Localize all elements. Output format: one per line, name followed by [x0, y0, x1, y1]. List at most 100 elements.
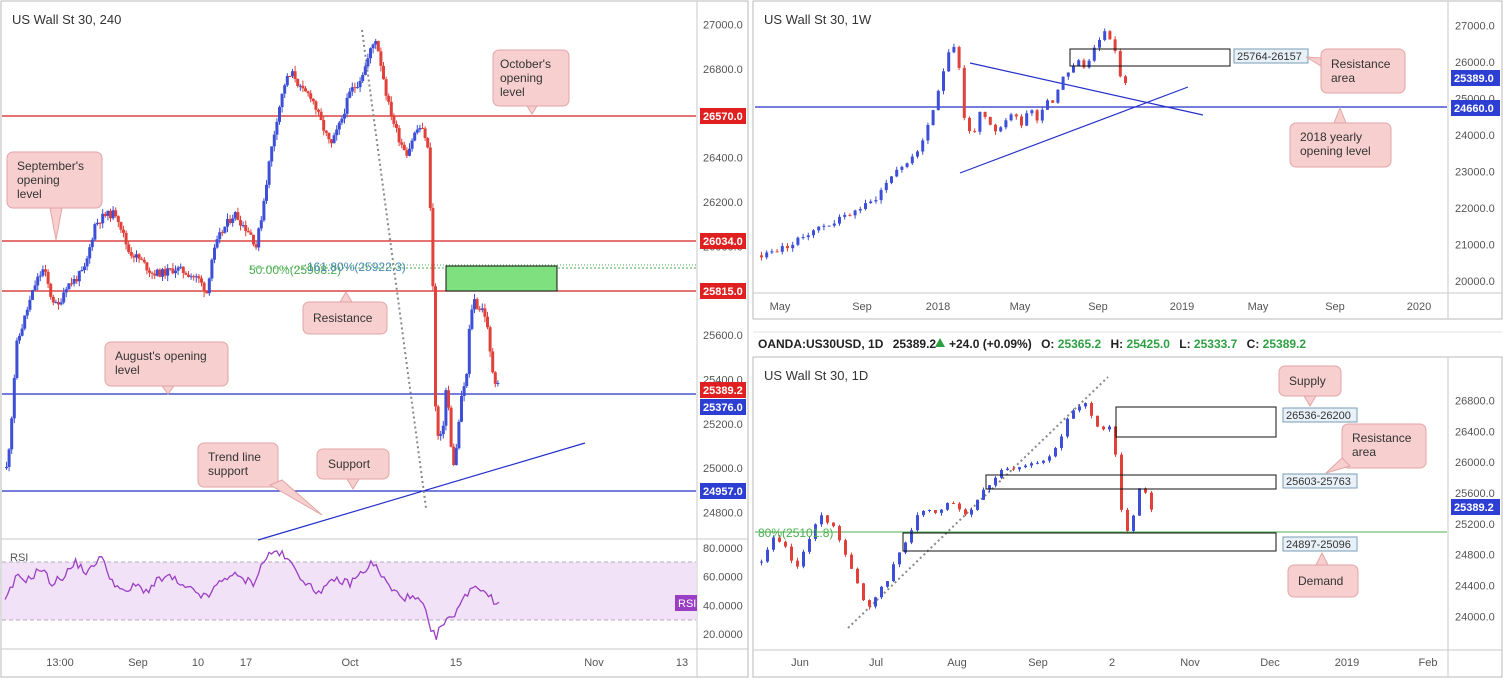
daily-resistance-tag	[1282, 473, 1358, 489]
left-candle	[340, 115, 344, 126]
weekly-candle	[817, 226, 821, 233]
daily-candle	[952, 501, 955, 505]
daily-candle	[1120, 452, 1123, 513]
daily-x-tick: Feb	[1419, 657, 1438, 669]
weekly-candle	[895, 166, 899, 178]
left-candle	[223, 226, 227, 234]
daily-candle	[1090, 401, 1093, 419]
weekly-candle	[936, 89, 940, 111]
daily-y-tick: 24800.0	[1455, 550, 1495, 562]
left-candle	[194, 273, 198, 283]
left-candle	[93, 222, 97, 242]
left-candle	[439, 430, 443, 441]
weekly-candle	[760, 251, 763, 261]
left-candle	[345, 93, 349, 118]
left-candle	[7, 448, 11, 472]
left-candle	[454, 443, 458, 466]
left-candle	[431, 203, 435, 292]
callout-support: Support	[316, 448, 390, 490]
left-candle	[327, 132, 331, 144]
left-candle	[304, 86, 307, 92]
left-candle	[31, 289, 34, 301]
daily-candle	[850, 552, 853, 570]
price-tag-26570: 26570.0	[700, 108, 746, 124]
left-candle	[382, 61, 385, 80]
weekly-candle	[921, 138, 925, 155]
weekly-y-tick: 24000.0	[1455, 130, 1495, 142]
daily-candle	[1060, 433, 1063, 451]
daily-candle	[910, 527, 913, 545]
weekly-candle	[942, 68, 945, 95]
weekly-candle	[864, 199, 867, 211]
daily-candle	[934, 510, 937, 515]
daily-candle	[826, 515, 829, 525]
left-candle	[285, 73, 289, 88]
daily-candle	[1042, 460, 1045, 465]
left-candle	[460, 390, 463, 423]
left-candle	[421, 122, 424, 129]
weekly-x-tick: Sep	[1325, 301, 1345, 313]
left-candle	[233, 210, 237, 221]
left-candle	[291, 68, 294, 78]
left-chart-title: US Wall St 30, 240	[12, 12, 121, 27]
left-candle	[135, 250, 138, 263]
weekly-chart-title: US Wall St 30, 1W	[764, 12, 872, 27]
daily-candle	[874, 596, 877, 609]
left-candle	[85, 255, 89, 271]
left-candle	[462, 382, 466, 402]
callout-daily-resistance: Resistance area	[1325, 423, 1427, 474]
left-candle	[343, 108, 346, 124]
left-candle	[444, 387, 448, 431]
left-candle	[392, 113, 396, 128]
svg-text:Supply: Supply	[1289, 374, 1326, 388]
weekly-candle	[775, 248, 779, 253]
left-candle	[428, 142, 432, 212]
daily-candle	[862, 582, 865, 602]
daily-demand-zone	[902, 532, 1277, 552]
left-candle	[20, 323, 24, 337]
left-candle	[405, 147, 409, 159]
weekly-candle	[843, 212, 847, 220]
daily-candle	[760, 559, 763, 566]
weekly-candle	[910, 153, 914, 166]
daily-chart-title: US Wall St 30, 1D	[764, 368, 868, 383]
left-candle	[116, 215, 120, 228]
weekly-candle	[884, 179, 888, 193]
left-candle	[90, 237, 94, 251]
weekly-candles	[760, 28, 1127, 261]
rsi-tag-label: RSI	[678, 598, 696, 610]
daily-candle	[1066, 417, 1069, 439]
daily-candle	[880, 585, 883, 600]
daily-resistance-tag-label: 25603-25763	[1286, 476, 1351, 488]
daily-x-tick: 2019	[1335, 657, 1359, 669]
left-candle	[436, 404, 440, 440]
left-candle	[301, 80, 305, 92]
left-candle	[192, 274, 196, 281]
daily-candle	[868, 599, 871, 610]
daily-x-tick: Jun	[791, 657, 809, 669]
left-candle	[314, 100, 318, 115]
left-candle	[148, 267, 151, 278]
left-candle	[145, 261, 149, 275]
weekly-candle	[1092, 44, 1096, 63]
daily-candle	[946, 502, 949, 511]
daily-candle	[1126, 507, 1129, 532]
weekly-candle	[1051, 99, 1055, 104]
svg-text:Support: Support	[328, 457, 371, 471]
left-candle	[309, 89, 313, 103]
left-candle	[218, 227, 222, 244]
left-candle	[371, 43, 375, 54]
daily-candle	[940, 508, 943, 516]
left-candle	[353, 82, 357, 93]
weekly-candle	[1108, 30, 1112, 40]
left-candle	[124, 230, 128, 250]
left-candle	[397, 125, 401, 147]
left-candle	[447, 385, 450, 411]
rsi-y-tick: 40.0000	[703, 600, 743, 612]
left-candle	[46, 269, 50, 289]
weekly-candle	[874, 196, 878, 204]
left-candle	[67, 283, 71, 290]
